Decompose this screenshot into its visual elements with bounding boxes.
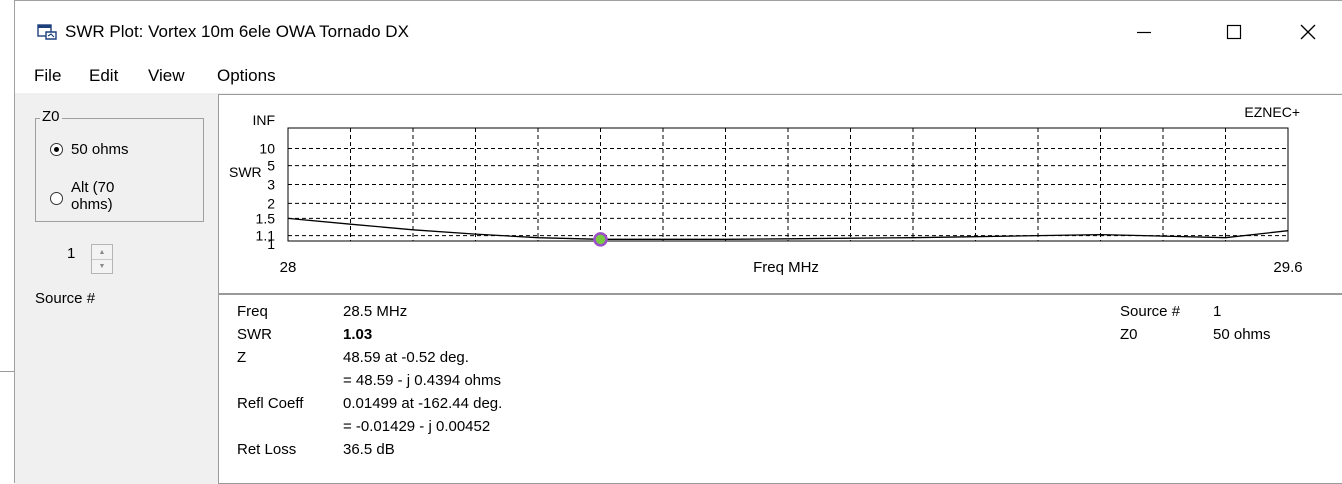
- radio-50-ohms-label[interactable]: 50 ohms: [71, 141, 129, 158]
- menu-options[interactable]: Options: [217, 66, 276, 85]
- radio-50-ohms[interactable]: [50, 143, 63, 156]
- swr-curve: [287, 217, 1289, 240]
- swr-label: SWR: [237, 326, 272, 343]
- window-title: SWR Plot: Vortex 10m 6ele OWA Tornado DX: [65, 22, 409, 41]
- z0-groupbox: Z0 50 ohms Alt (70 ohms): [35, 108, 204, 222]
- z-label: Z: [237, 349, 247, 366]
- refl-coeff-polar-value: 0.01499 at -162.44 deg.: [343, 395, 503, 412]
- ret-loss-label: Ret Loss: [237, 441, 297, 458]
- maximize-button[interactable]: [1211, 13, 1257, 51]
- z0-legend: Z0: [40, 108, 62, 125]
- source-number-readout-label: Source #: [1120, 303, 1181, 320]
- source-number-spinner[interactable]: ▲ ▼: [91, 244, 113, 274]
- radio-alt-ohms-label[interactable]: Alt (70 ohms): [71, 179, 114, 213]
- maximize-icon: [1226, 24, 1242, 40]
- minimize-button[interactable]: [1121, 13, 1167, 51]
- source-number-label: Source #: [35, 290, 96, 307]
- y-tick-label: 1.1: [256, 228, 276, 244]
- radio-alt-ohms[interactable]: [50, 192, 63, 205]
- menu-file[interactable]: File: [34, 66, 62, 85]
- y-tick-label: 3: [267, 177, 275, 193]
- menu-edit[interactable]: Edit: [89, 66, 119, 85]
- title-bar[interactable]: SWR Plot: Vortex 10m 6ele OWA Tornado DX: [15, 1, 1342, 61]
- minimize-icon: [1137, 31, 1151, 34]
- close-icon: [1300, 24, 1316, 40]
- y-tick-label: 1.5: [256, 210, 276, 226]
- background-window-edge: [0, 371, 14, 372]
- spin-up-arrow-icon[interactable]: ▲: [92, 245, 112, 260]
- refl-coeff-label: Refl Coeff: [237, 395, 304, 412]
- menu-bar: File Edit View Options: [15, 61, 1342, 93]
- z0-readout-value: 50 ohms: [1213, 326, 1271, 343]
- menu-view[interactable]: View: [148, 66, 185, 85]
- frequency-marker[interactable]: [593, 232, 608, 247]
- brand-label: EZNEC+: [1244, 104, 1300, 120]
- y-tick-label: 5: [267, 158, 275, 174]
- refl-coeff-rect-value: = -0.01429 - j 0.00452: [343, 418, 491, 435]
- y-tick-label: 1: [267, 236, 275, 252]
- data-readout-panel: Freq 28.5 MHz SWR 1.03 Z 48.59 at -0.52 …: [218, 294, 1342, 484]
- z-rect-value: = 48.59 - j 0.4394 ohms: [343, 372, 502, 389]
- x-end-label: 29.6: [1273, 259, 1302, 276]
- source-number-value[interactable]: 1: [67, 245, 76, 262]
- y-tick-label: 10: [259, 141, 275, 157]
- ret-loss-value: 36.5 dB: [343, 441, 395, 458]
- control-panel: Z0 50 ohms Alt (70 ohms) 1 ▲ ▼ Source #: [15, 93, 217, 484]
- source-number-readout-value: 1: [1213, 303, 1222, 320]
- freq-label: Freq: [237, 303, 268, 320]
- z0-readout-label: Z0: [1120, 326, 1138, 343]
- radio-alt-label-line2: ohms): [71, 196, 113, 213]
- spin-down-arrow-icon[interactable]: ▼: [98, 262, 106, 270]
- swr-plot-window: SWR Plot: Vortex 10m 6ele OWA Tornado DX…: [14, 0, 1342, 484]
- swr-value: 1.03: [343, 326, 373, 343]
- radio-alt-label-line1: Alt (70: [71, 179, 115, 196]
- y-tick-labels: INF 105 3 21.5 1.11: [252, 112, 275, 252]
- x-axis-label: Freq MHz: [753, 259, 819, 276]
- y-tick-label: 2: [267, 195, 275, 211]
- swr-plot-panel: EZNEC+ INF 10 5 3 2 1.5 1.1 1 SWR 28 Freq MHz 2…: [218, 94, 1342, 294]
- z-polar-value: 48.59 at -0.52 deg.: [343, 349, 469, 366]
- app-icon: [37, 24, 57, 40]
- close-button[interactable]: [1285, 13, 1331, 51]
- x-start-label: 28: [280, 259, 297, 276]
- swr-plot[interactable]: EZNEC+ INF 105 3 21.5 1.11 SWR 28 Freq MHz 2…: [219, 95, 1342, 293]
- y-tick-label: INF: [252, 112, 275, 128]
- freq-value: 28.5 MHz: [343, 303, 408, 320]
- y-axis-label: SWR: [229, 164, 262, 180]
